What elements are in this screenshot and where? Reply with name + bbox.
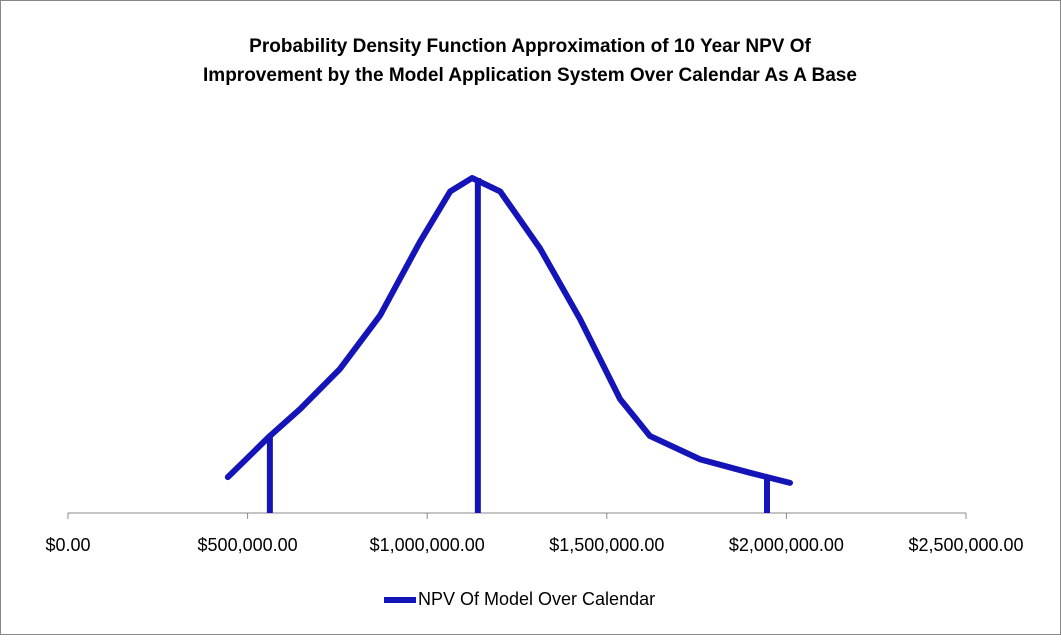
x-tick-label: $2,500,000.00 xyxy=(908,535,1023,555)
x-tick-label: $1,000,000.00 xyxy=(370,535,485,555)
x-tick-label: $500,000.00 xyxy=(198,535,298,555)
chart-title: Probability Density Function Approximati… xyxy=(249,36,811,57)
x-tick-label: $2,000,000.00 xyxy=(729,535,844,555)
x-tick-label: $1,500,000.00 xyxy=(549,535,664,555)
chart-title: Improvement by the Model Application Sys… xyxy=(203,65,857,86)
legend-label: NPV Of Model Over Calendar xyxy=(418,589,655,609)
x-tick-label: $0.00 xyxy=(45,535,90,555)
data-line xyxy=(224,175,793,486)
